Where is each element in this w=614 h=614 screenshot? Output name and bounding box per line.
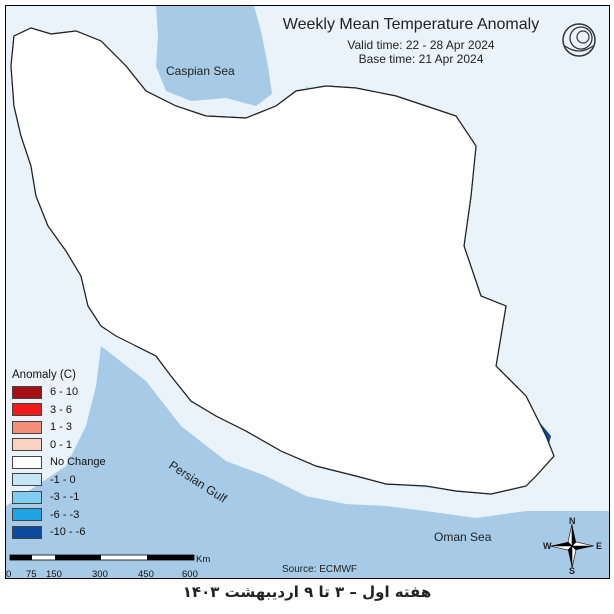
map-frame: Weekly Mean Temperature Anomaly Valid ti… <box>5 5 610 579</box>
legend-swatch <box>12 385 42 399</box>
scale-unit: Km <box>196 554 211 565</box>
legend-swatch <box>12 438 42 451</box>
map-canvas <box>6 6 609 578</box>
legend-swatch <box>12 490 42 504</box>
legend-label: -6 - -3 <box>50 508 80 521</box>
compass-rose <box>549 523 595 569</box>
legend-item: -1 - 0 <box>10 472 110 488</box>
caspian-sea <box>156 6 272 106</box>
legend-label: -10 - -6 <box>50 526 86 538</box>
scale-tick-2: 150 <box>46 569 62 579</box>
base-time: Base time: 21 Apr 2024 <box>358 52 484 66</box>
scale-tick-5: 600 <box>182 569 198 579</box>
legend-label: 3 - 6 <box>50 403 73 416</box>
map-title: Weekly Mean Temperature Anomaly <box>282 16 540 33</box>
legend-item: -6 - -3 <box>10 507 110 523</box>
legend-item: No Change <box>10 454 110 470</box>
legend-label: 1 - 3 <box>50 421 73 433</box>
legend-item: -10 - -6 <box>10 524 110 540</box>
agency-logo <box>562 23 596 57</box>
legend-item: 3 - 6 <box>10 402 110 418</box>
compass-s: S <box>569 566 576 576</box>
legend: Anomaly (C) 6 - 10 3 - 6 1 - 3 0 - 1 No Chan… <box>10 369 110 542</box>
legend-label: 6 - 10 <box>50 386 79 398</box>
legend-label: -3 - -1 <box>50 491 80 503</box>
legend-item: 1 - 3 <box>10 419 110 435</box>
source-label: Source: ECMWF <box>282 564 358 575</box>
scale-tick-1: 75 <box>26 569 37 579</box>
legend-item: -3 - -1 <box>10 489 110 505</box>
compass-w: W <box>543 541 552 551</box>
legend-title: Anomaly (C) <box>12 369 76 381</box>
valid-time: Valid time: 22 - 28 Apr 2024 <box>347 38 495 52</box>
scale-tick-0: 0 <box>6 569 12 579</box>
legend-swatch <box>12 508 42 521</box>
scale-tick-3: 300 <box>92 569 108 579</box>
legend-swatch <box>12 403 42 416</box>
legend-item: 0 - 1 <box>10 437 110 453</box>
compass-n: N <box>569 516 576 526</box>
legend-label: 0 - 1 <box>50 438 73 451</box>
legend-swatch <box>12 473 42 486</box>
legend-label: -1 - 0 <box>50 473 76 486</box>
legend-label: No Change <box>50 456 106 468</box>
scale-tick-4: 450 <box>138 569 154 579</box>
scale-bar <box>9 554 195 561</box>
caspian-sea-label: Caspian Sea <box>166 64 235 78</box>
gulf-water <box>6 346 609 578</box>
legend-swatch <box>12 420 42 434</box>
footer-caption: هفته اول – ۳ تا ۹ اردیبهشت ۱۴۰۳ <box>182 583 432 601</box>
compass-e: E <box>596 541 603 551</box>
legend-item: 6 - 10 <box>10 384 110 400</box>
oman-sea-label: Oman Sea <box>434 530 492 544</box>
legend-swatch <box>12 455 42 469</box>
legend-swatch <box>12 525 42 539</box>
